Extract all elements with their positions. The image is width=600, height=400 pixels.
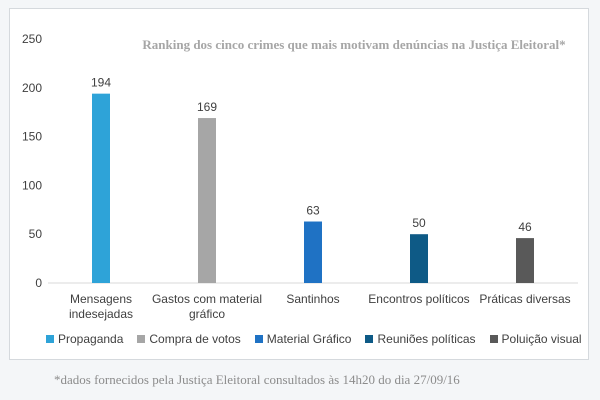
legend-swatch — [46, 335, 54, 343]
bar-reunioes-politicas — [410, 234, 428, 283]
legend-item: Poluição visual — [489, 332, 582, 346]
legend-label: Reuniões políticas — [377, 332, 476, 346]
y-tick-label: 50 — [29, 227, 43, 241]
x-category-label: Santinhos — [286, 292, 339, 306]
legend-item: Reuniões políticas — [365, 332, 476, 346]
data-label: 46 — [518, 220, 532, 234]
bar-propaganda — [92, 93, 110, 283]
legend-swatch — [254, 335, 263, 343]
chart-frame: Ranking dos cinco crimes que mais motiva… — [9, 8, 589, 360]
bar-chart: Ranking dos cinco crimes que mais motiva… — [22, 32, 578, 321]
data-label: 169 — [197, 100, 217, 114]
legend-label: Material Gráfico — [266, 332, 352, 346]
footnote: *dados fornecidos pela Justiça Eleitoral… — [54, 372, 460, 387]
chart-title: Ranking dos cinco crimes que mais motiva… — [142, 37, 565, 52]
x-category-label: Gastos com material — [152, 292, 262, 306]
bar-material-grafico — [304, 221, 322, 283]
x-category-label: Práticas diversas — [479, 292, 570, 306]
legend-swatch — [489, 335, 498, 343]
legend-swatch — [365, 335, 374, 343]
bars — [92, 93, 534, 283]
x-category-label: indesejadas — [69, 307, 133, 321]
x-category-label: Encontros políticos — [368, 292, 469, 306]
legend-label: Compra de votos — [149, 332, 241, 346]
legend-item: Material Gráfico — [254, 332, 352, 346]
legend-swatch — [137, 335, 146, 343]
data-label: 194 — [91, 76, 111, 90]
y-tick-label: 0 — [35, 276, 42, 290]
legend-item: Compra de votos — [137, 332, 241, 346]
legend-label: Poluição visual — [501, 332, 582, 346]
data-label: 63 — [306, 204, 320, 218]
x-category-label: gráfico — [189, 307, 225, 321]
y-tick-label: 150 — [22, 130, 42, 144]
bar-poluicao-visual — [516, 238, 534, 283]
y-tick-label: 200 — [22, 81, 42, 95]
y-tick-label: 100 — [22, 178, 42, 192]
data-labels: 194 169 63 50 46 — [91, 76, 532, 234]
bar-compra-de-votos — [198, 118, 216, 283]
legend: Propaganda Compra de votos Material Gráfic… — [46, 332, 596, 346]
x-category-label: Mensagens — [70, 292, 132, 306]
y-axis-ticks: 0 50 100 150 200 250 — [22, 32, 42, 290]
legend-label: Propaganda — [58, 332, 124, 346]
y-tick-label: 250 — [22, 32, 42, 46]
data-label: 50 — [412, 216, 426, 230]
legend-item: Propaganda — [46, 332, 123, 346]
